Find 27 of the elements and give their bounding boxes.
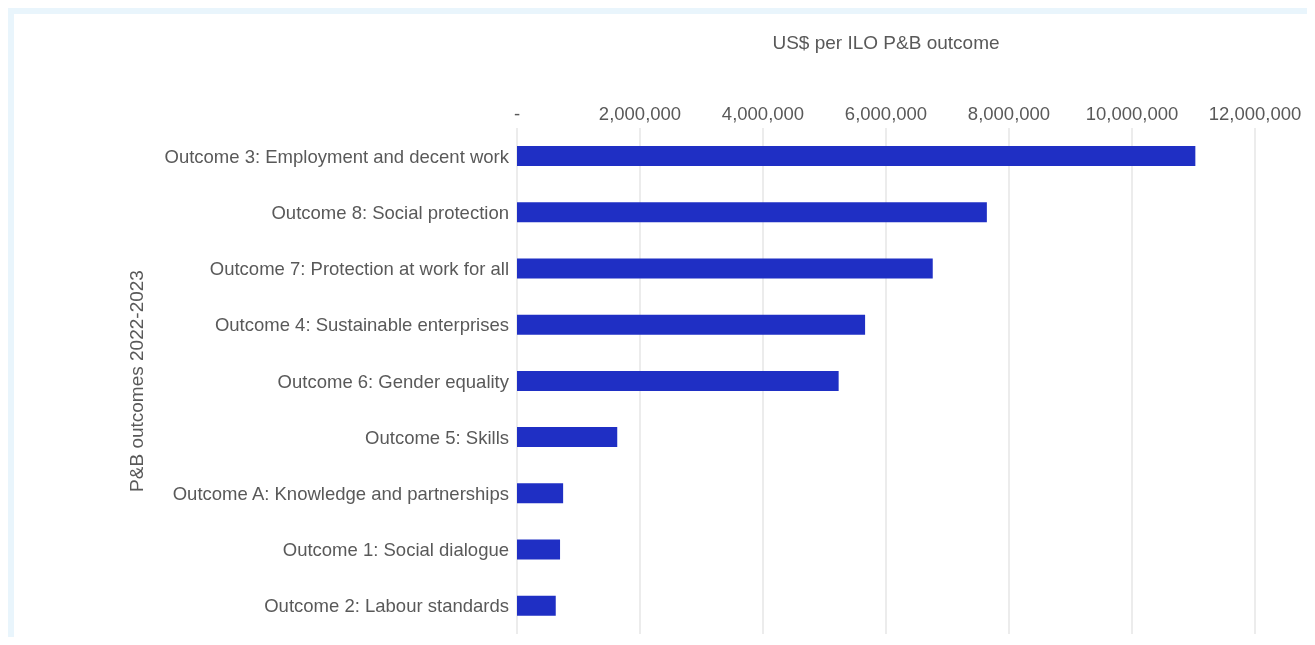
x-tick-label: 2,000,000 xyxy=(598,103,682,124)
x-tick-label: 12,000,000 xyxy=(1208,103,1302,124)
y-tick-label: Outcome 7: Protection at work for all xyxy=(209,258,509,280)
x-tick-label: 8,000,000 xyxy=(967,103,1051,124)
x-tick-label: 10,000,000 xyxy=(1085,103,1179,124)
bar xyxy=(517,258,933,279)
bar xyxy=(517,483,564,504)
x-tick-label: 6,000,000 xyxy=(844,103,928,124)
bar xyxy=(517,146,1196,166)
x-tick-label: - xyxy=(513,103,521,124)
y-tick-label: Outcome 4: Sustainable enterprises xyxy=(214,314,509,336)
y-tick-label: Outcome 1: Social dialogue xyxy=(282,539,509,561)
bar xyxy=(517,314,866,335)
y-tick-label: Outcome 2: Labour standards xyxy=(264,595,509,617)
y-tick-label: Outcome 3: Employment and decent work xyxy=(164,145,510,167)
y-tick-label: Outcome A: Knowledge and partnerships xyxy=(172,483,509,505)
bar xyxy=(517,370,839,391)
bar xyxy=(517,539,561,560)
y-tick-label: Outcome 5: Skills xyxy=(365,426,509,448)
y-tick-label: Outcome 6: Gender equality xyxy=(277,370,510,392)
bar xyxy=(517,595,556,616)
y-tick-label: Outcome 8: Social protection xyxy=(271,201,509,223)
bar xyxy=(517,202,987,223)
y-axis-title: P&B outcomes 2022-2023 xyxy=(125,270,147,492)
x-axis-title: US$ per ILO P&B outcome xyxy=(772,32,1000,54)
x-tick-label: 4,000,000 xyxy=(721,103,805,124)
bar xyxy=(517,427,618,448)
